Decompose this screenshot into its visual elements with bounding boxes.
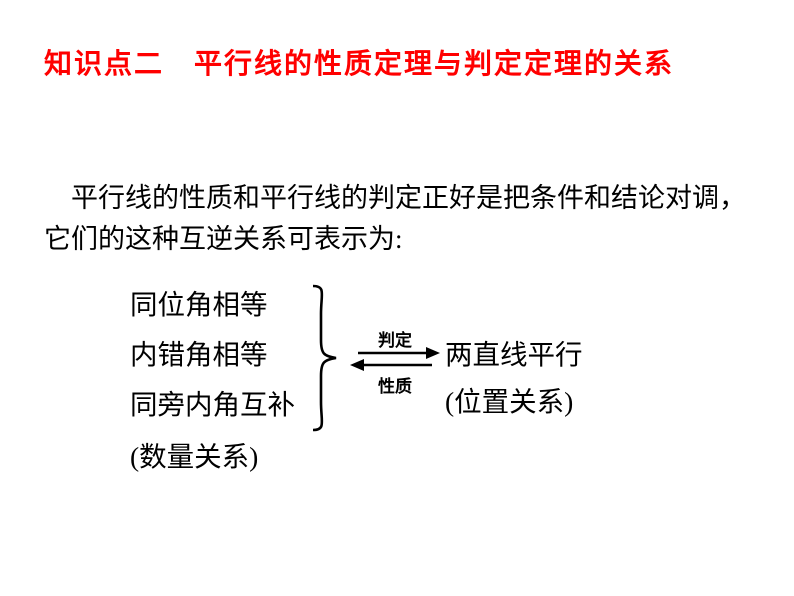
condition-item: 内错角相等	[130, 330, 295, 380]
arrow-label-property: 性质	[350, 372, 440, 397]
body-paragraph: 平行线的性质和平行线的判定正好是把条件和结论对调，它们的这种互逆关系可表示为:	[44, 178, 750, 259]
curly-brace-icon	[310, 284, 340, 432]
condition-item: 同旁内角互补	[130, 380, 295, 430]
double-arrow-icon	[350, 346, 440, 372]
left-caption: (数量关系)	[130, 432, 295, 482]
left-conditions: 同位角相等 内错角相等 同旁内角互补 (数量关系)	[130, 280, 295, 482]
right-conclusion: 两直线平行 (位置关系)	[445, 332, 583, 426]
condition-item: 同位角相等	[130, 280, 295, 330]
conclusion-item: 两直线平行	[445, 332, 583, 379]
relation-diagram: 同位角相等 内错角相等 同旁内角互补 (数量关系) 判定 性质 两直线平行 (位…	[120, 280, 680, 530]
right-caption: (位置关系)	[445, 379, 583, 426]
bidirectional-arrow: 判定 性质	[350, 326, 440, 390]
section-title: 知识点二 平行线的性质定理与判定定理的关系	[44, 42, 750, 82]
